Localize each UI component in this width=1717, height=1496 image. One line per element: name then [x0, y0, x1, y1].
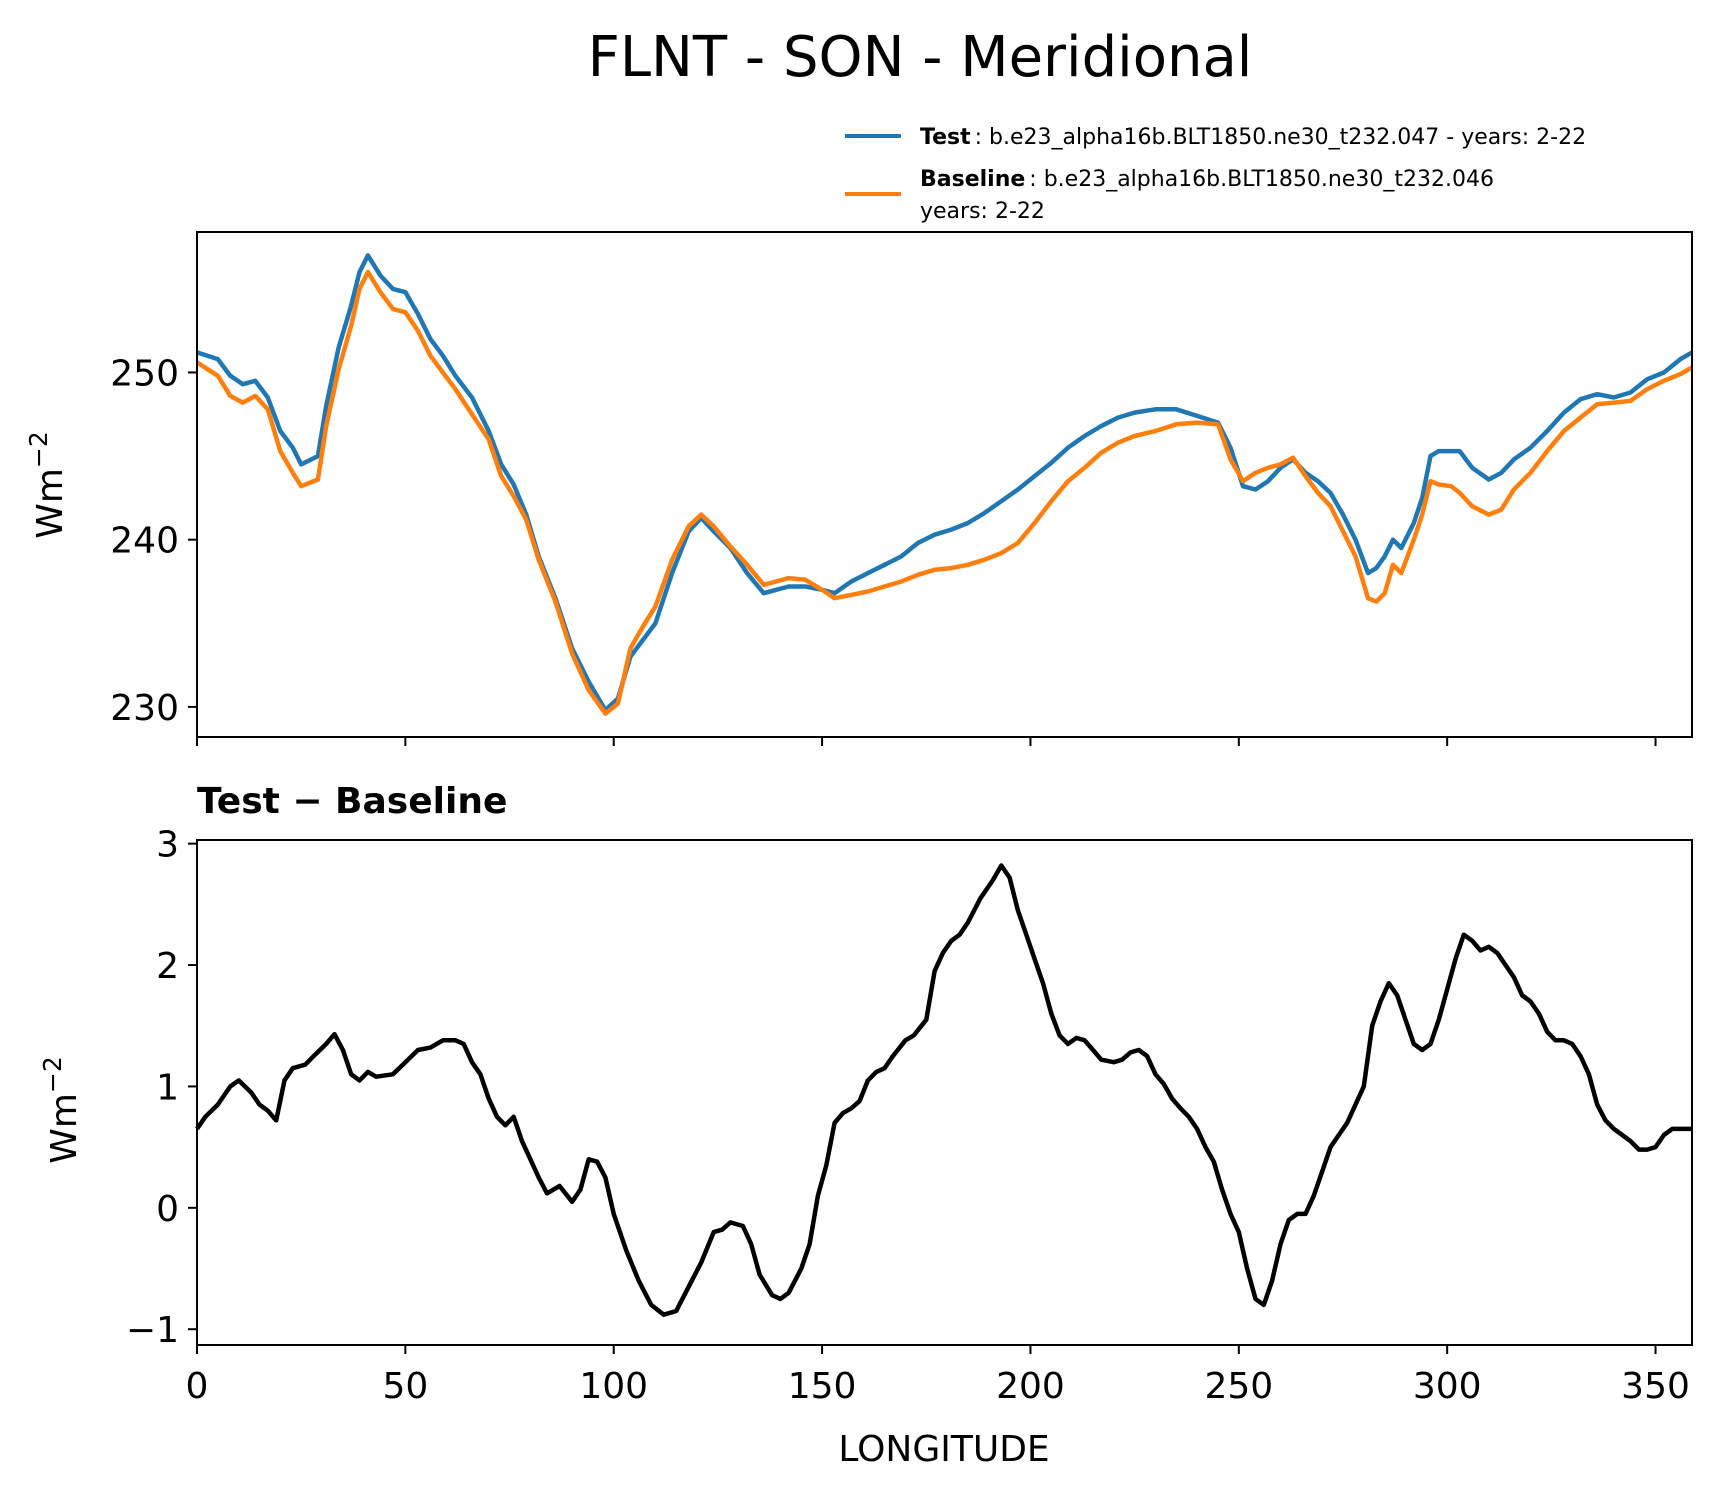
legend: Test: b.e23_alpha16b.BLT1850.ne30_t232.0… — [845, 125, 1586, 224]
y-tick-label: 240 — [110, 521, 179, 562]
y-tick-label: 1 — [156, 1067, 179, 1108]
y-tick-label: 2 — [156, 946, 179, 987]
legend-label-test: Test — [920, 125, 971, 150]
x-tick-label: 300 — [1413, 1366, 1482, 1407]
x-tick-label: 50 — [382, 1366, 428, 1407]
x-tick-label: 250 — [1204, 1366, 1273, 1407]
series-line-1 — [195, 863, 1692, 1317]
bottom-x-ticks: 0 50 100 150 200 250 300 350 — [186, 1345, 1690, 1407]
series-line-2 — [195, 269, 1694, 716]
top-panel: 230 240 250 Wm−2 — [24, 231, 1694, 746]
y-tick-label: 230 — [110, 688, 179, 729]
bottom-y-axis-label: Wm−2 — [38, 1056, 85, 1164]
legend-desc-test: : b.e23_alpha16b.BLT1850.ne30_t232.047 -… — [975, 125, 1586, 150]
y-tick-label: 250 — [110, 353, 179, 394]
legend-desc-baseline: : b.e23_alpha16b.BLT1850.ne30_t232.046 — [1029, 167, 1494, 192]
bottom-plot-frame — [196, 839, 1693, 1346]
top-x-ticks — [196, 737, 1657, 746]
series-line-1 — [196, 253, 1694, 713]
x-tick-label: 0 — [186, 1366, 209, 1407]
difference-series-line — [195, 863, 1692, 1317]
svg-text:Baseline: b.e23_alpha16b.BLT18: Baseline: b.e23_alpha16b.BLT1850.ne30_t2… — [920, 167, 1494, 192]
bottom-y-ticks: −1 0 1 2 3 — [126, 825, 197, 1351]
legend-label-baseline: Baseline — [920, 167, 1025, 192]
svg-text:Test: b.e23_alpha16b.BLT1850.n: Test: b.e23_alpha16b.BLT1850.ne30_t232.0… — [920, 125, 1586, 150]
figure-title: FLNT - SON - Meridional — [588, 25, 1253, 90]
top-series-lines — [195, 253, 1694, 716]
x-tick-label: 100 — [579, 1366, 648, 1407]
x-tick-label: 150 — [788, 1366, 857, 1407]
top-y-axis-label: Wm−2 — [24, 431, 71, 539]
y-tick-label: 3 — [156, 825, 179, 866]
x-tick-label: 200 — [996, 1366, 1065, 1407]
legend-desc-baseline-line2: years: 2-22 — [920, 199, 1045, 224]
top-y-ticks: 230 240 250 — [110, 353, 197, 729]
x-axis-label: LONGITUDE — [838, 1429, 1049, 1470]
difference-panel-title: Test − Baseline — [197, 781, 507, 822]
y-tick-label: −1 — [126, 1310, 179, 1351]
y-tick-label: 0 — [156, 1189, 179, 1230]
top-plot-frame — [196, 231, 1693, 738]
x-tick-label: 350 — [1621, 1366, 1690, 1407]
